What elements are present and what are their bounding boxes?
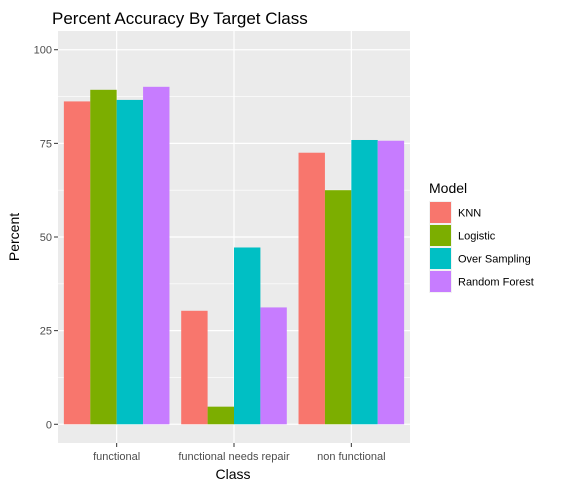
bar — [325, 190, 351, 424]
x-tick-label: non functional — [317, 451, 386, 463]
bar — [143, 87, 169, 424]
y-tick-label: 25 — [40, 326, 52, 338]
legend: Model KNN Logistic Over Sampling Random For… — [429, 180, 534, 293]
y-axis-title: Percent — [6, 213, 22, 261]
bar — [299, 153, 325, 425]
plot-panel — [58, 31, 410, 443]
bar — [378, 141, 404, 425]
bar — [90, 90, 116, 424]
bar — [64, 101, 90, 424]
legend-title: Model — [429, 180, 467, 196]
bar — [117, 100, 143, 424]
y-tick-label: 50 — [40, 232, 52, 244]
bar — [181, 311, 207, 424]
legend-key — [430, 271, 451, 292]
chart-title: Percent Accuracy By Target Class — [52, 9, 308, 28]
x-tick-label: functional — [93, 451, 140, 463]
x-tick-label: functional needs repair — [178, 451, 290, 463]
x-axis-title: Class — [215, 466, 250, 482]
legend-label: Random Forest — [458, 277, 534, 289]
bar — [260, 307, 286, 424]
y-tick-label: 75 — [40, 138, 52, 150]
y-axis: 0 25 50 75 100 — [34, 45, 58, 432]
legend-label: Over Sampling — [458, 254, 531, 266]
x-axis: functional functional needs repair non fun… — [93, 443, 385, 463]
legend-label: KNN — [458, 208, 481, 220]
bar — [234, 247, 260, 424]
bar — [208, 407, 234, 425]
legend-key — [430, 225, 451, 246]
y-tick-label: 0 — [46, 419, 52, 431]
bar — [351, 140, 377, 424]
legend-key — [430, 248, 451, 269]
y-tick-label: 100 — [34, 45, 52, 57]
legend-label: Logistic — [458, 231, 496, 243]
legend-key — [430, 202, 451, 223]
